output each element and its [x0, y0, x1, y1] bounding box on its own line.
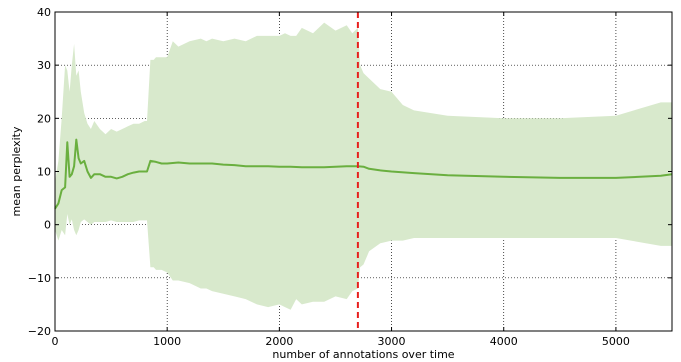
- x-tick-label: 2000: [265, 335, 293, 348]
- x-tick-label: 0: [52, 335, 59, 348]
- x-tick-label: 4000: [490, 335, 518, 348]
- y-tick-label: 20: [37, 112, 51, 125]
- x-tick-label: 1000: [153, 335, 181, 348]
- y-tick-label: 10: [37, 166, 51, 179]
- y-axis-label: mean perplexity: [10, 126, 23, 216]
- y-tick-label: 30: [37, 59, 51, 72]
- plot-area: [54, 12, 673, 331]
- x-tick-label: 3000: [378, 335, 406, 348]
- y-tick-label: −10: [28, 272, 51, 285]
- mean-line: [54, 138, 673, 210]
- y-tick-label: 40: [37, 6, 51, 19]
- axis-ticks: [54, 11, 672, 332]
- x-tick-label: 5000: [602, 335, 630, 348]
- y-tick-label: 0: [44, 219, 51, 232]
- x-tick-labels: 0 1000 2000 3000 4000 5000: [52, 335, 630, 348]
- y-tick-labels: −20 −10 0 10 20 30 40: [28, 6, 51, 338]
- x-axis-label: number of annotations over time: [272, 348, 454, 361]
- y-tick-label: −20: [28, 325, 51, 338]
